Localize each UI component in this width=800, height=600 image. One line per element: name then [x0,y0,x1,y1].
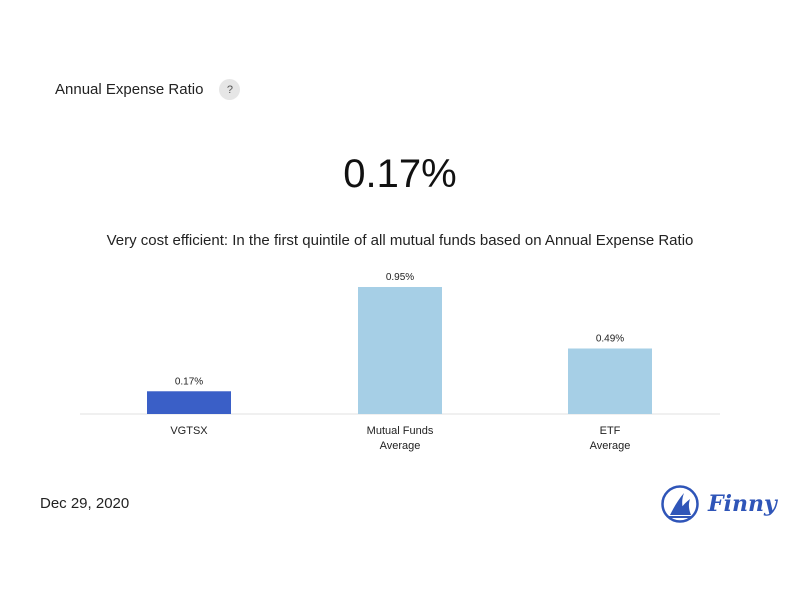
category-label-1-0: Mutual Funds [367,425,434,437]
bar-chart: 0.17% VGTSX 0.95% Mutual Funds Average 0.49% E… [80,272,720,452]
brand-name: Finny [708,491,777,517]
as-of-date: Dec 29, 2020 [40,495,130,512]
finny-sail-icon [661,485,699,523]
bar-value-label-1: 0.95% [386,272,414,283]
help-icon[interactable]: ? [219,79,241,100]
category-label-2-0: ETF [600,425,621,437]
finny-logo[interactable]: Finny [660,484,777,524]
category-label-1-1: Average [380,440,421,452]
category-label-2-1: Average [590,440,631,452]
expense-ratio-value: 0.17% [343,152,457,196]
chart-header: Annual Expense Ratio ? [55,79,241,100]
bar-1 [358,287,442,414]
bar-2 [568,348,652,414]
bar-value-label-0: 0.17% [175,376,203,387]
category-label-0-0: VGTSX [170,425,208,437]
expense-ratio-description: Very cost efficient: In the first quinti… [106,232,694,249]
bar-value-label-2: 0.49% [596,333,624,344]
chart-title: Annual Expense Ratio [55,81,204,98]
bar-0 [147,391,231,414]
